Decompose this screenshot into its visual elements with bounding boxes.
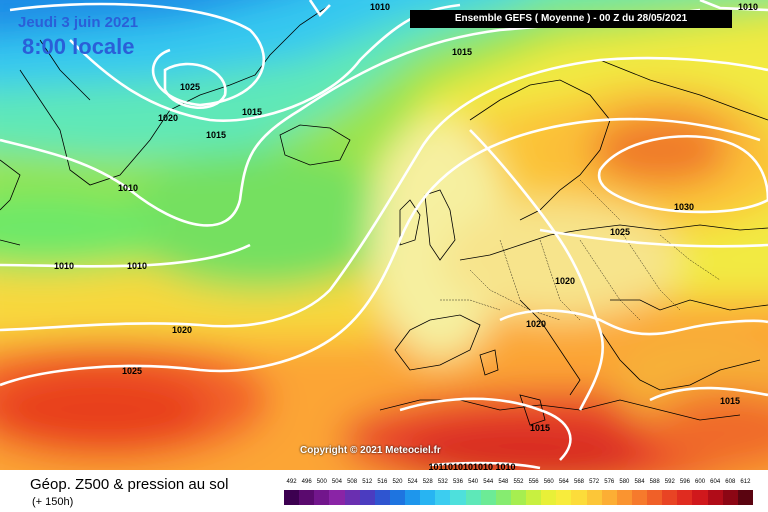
legend-swatch <box>571 490 587 505</box>
legend-swatch <box>480 490 496 505</box>
borders <box>440 179 721 321</box>
legend-label: 540 <box>468 479 479 485</box>
legend-swatch <box>586 490 602 505</box>
model-run-banner: Ensemble GEFS ( Moyenne ) - 00 Z du 28/0… <box>410 10 732 28</box>
isobar-label: 1020 <box>525 319 547 329</box>
legend-swatch <box>616 490 632 505</box>
legend-swatch <box>556 490 572 505</box>
legend-label: 612 <box>740 479 751 485</box>
isobar-label: 1010 <box>737 2 759 12</box>
legend-swatch <box>737 490 753 505</box>
legend-label: 496 <box>301 479 312 485</box>
legend-swatch <box>601 490 617 505</box>
legend-swatches <box>284 490 753 505</box>
forecast-date: Jeudi 3 juin 2021 <box>18 14 139 31</box>
legend-swatch <box>389 490 405 505</box>
color-legend: 492 496 500 504 508 512 516 520 524 528 532 536 540 5… <box>284 478 753 508</box>
legend-swatch <box>495 490 511 505</box>
legend-swatch <box>647 490 663 505</box>
forecast-time: 8:00 locale <box>22 34 135 59</box>
legend-swatch <box>526 490 542 505</box>
legend-label: 560 <box>543 479 554 485</box>
legend-labels: 492 496 500 504 508 512 516 520 524 528 532 536 540 5… <box>284 478 753 488</box>
legend-label: 548 <box>498 479 509 485</box>
isobar-label: 1015 <box>451 47 473 57</box>
legend-label: 504 <box>331 479 342 485</box>
isobar-label: 1010 <box>53 261 75 271</box>
legend-swatch <box>420 490 436 505</box>
isobar-label: 1010 <box>369 2 391 12</box>
legend-label: 596 <box>679 479 690 485</box>
legend-label: 604 <box>710 479 721 485</box>
legend-swatch <box>314 490 330 505</box>
legend-label: 564 <box>558 479 569 485</box>
legend-swatch <box>405 490 421 505</box>
legend-label: 528 <box>422 479 433 485</box>
legend-swatch <box>374 490 390 505</box>
legend-label: 556 <box>528 479 539 485</box>
isobar-label: 1010 <box>117 183 139 193</box>
isobar-label: 1025 <box>609 227 631 237</box>
weather-map: Jeudi 3 juin 2021 8:00 locale Ensemble G… <box>0 0 768 470</box>
isobar-label: 1015 <box>205 130 227 140</box>
legend-swatch <box>329 490 345 505</box>
isobar-label: 1015 <box>529 423 551 433</box>
legend-label: 592 <box>664 479 675 485</box>
legend-swatch <box>722 490 738 505</box>
coastlines <box>0 4 768 426</box>
map-title: Géop. Z500 & pression au sol <box>30 476 229 493</box>
legend-label: 588 <box>649 479 660 485</box>
legend-swatch <box>344 490 360 505</box>
isobar-label: 1020 <box>171 325 193 335</box>
legend-swatch <box>284 490 300 505</box>
legend-label: 516 <box>377 479 388 485</box>
legend-label: 532 <box>437 479 448 485</box>
isobar-label: 1015 <box>719 396 741 406</box>
isobar-label: 1025 <box>179 82 201 92</box>
legend-label: 600 <box>695 479 706 485</box>
legend-label: 572 <box>589 479 600 485</box>
legend-swatch <box>707 490 723 505</box>
legend-label: 576 <box>604 479 615 485</box>
forecast-lead: (+ 150h) <box>32 496 74 508</box>
legend-swatch <box>692 490 708 505</box>
isobar-label: 1010 <box>126 261 148 271</box>
legend-label: 508 <box>347 479 358 485</box>
legend-swatch <box>631 490 647 505</box>
legend-swatch <box>677 490 693 505</box>
copyright-notice: Copyright © 2021 Meteociel.fr <box>300 445 441 456</box>
legend-swatch <box>450 490 466 505</box>
isobar-label: 1025 <box>121 366 143 376</box>
legend-swatch <box>435 490 451 505</box>
legend-swatch <box>662 490 678 505</box>
legend-label: 584 <box>634 479 645 485</box>
legend-swatch <box>465 490 481 505</box>
legend-label: 552 <box>513 479 524 485</box>
legend-label: 608 <box>725 479 736 485</box>
legend-label: 544 <box>483 479 494 485</box>
legend-swatch <box>510 490 526 505</box>
map-canvas <box>0 0 768 470</box>
isobar-label: 1015 <box>241 107 263 117</box>
legend-swatch <box>359 490 375 505</box>
legend-label: 568 <box>574 479 585 485</box>
isobar-label: 1020 <box>157 113 179 123</box>
isobar-label: 1030 <box>673 202 695 212</box>
legend-label: 492 <box>286 479 297 485</box>
legend-swatch <box>541 490 557 505</box>
legend-label: 500 <box>316 479 327 485</box>
legend-swatch <box>299 490 315 505</box>
legend-label: 524 <box>407 479 418 485</box>
isobar-label: 1020 <box>554 276 576 286</box>
legend-label: 536 <box>452 479 463 485</box>
legend-label: 512 <box>362 479 373 485</box>
isobar-label: 1011010101010 1010 <box>428 462 516 470</box>
legend-label: 580 <box>619 479 630 485</box>
legend-label: 520 <box>392 479 403 485</box>
